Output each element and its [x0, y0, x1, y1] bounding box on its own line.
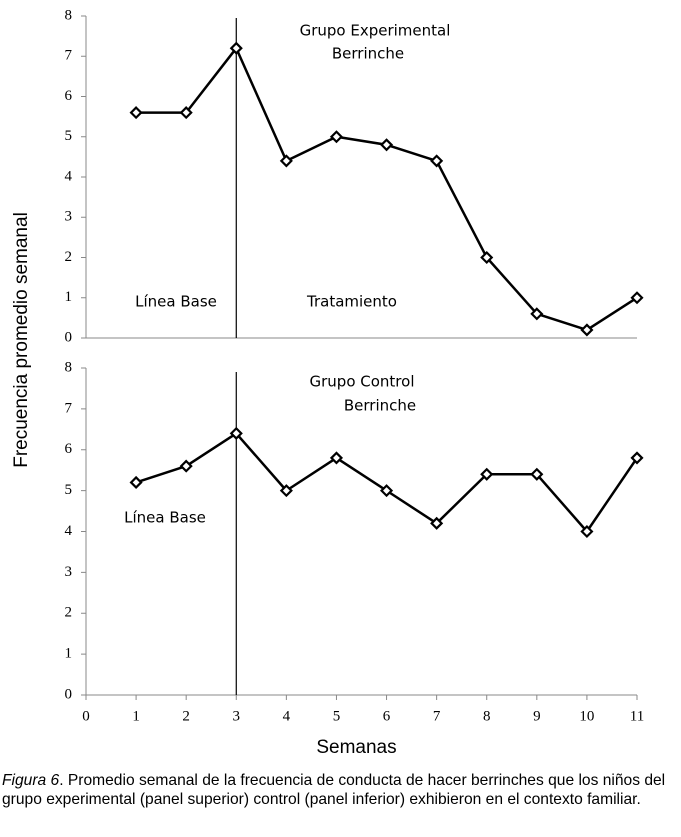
y-axis-label: Frecuencia promedio semanal [11, 212, 32, 468]
y-tick-label: 5 [65, 128, 73, 144]
data-marker [580, 524, 594, 539]
data-marker [630, 451, 644, 465]
x-tick-label: 6 [383, 708, 391, 724]
data-marker [430, 154, 444, 168]
y-tick-label: 7 [65, 400, 73, 416]
annotation: Línea Base [135, 293, 217, 311]
data-marker [329, 451, 344, 465]
data-marker [129, 475, 143, 490]
y-tick-label: 6 [65, 88, 73, 104]
x-tick-label: 5 [333, 708, 341, 724]
y-tick-label: 4 [65, 523, 73, 539]
y-tick-label: 3 [65, 564, 73, 580]
data-marker [379, 484, 394, 498]
y-tick-label: 1 [65, 646, 73, 662]
x-tick-label: 4 [283, 708, 291, 724]
caption-text: . Promedio semanal de la frecuencia de c… [2, 772, 666, 808]
data-marker [229, 41, 243, 55]
y-tick-label: 4 [65, 168, 73, 184]
y-tick-label: 2 [65, 249, 73, 265]
y-tick-label: 0 [65, 329, 73, 345]
data-marker [630, 291, 644, 305]
x-tick-label: 3 [233, 708, 241, 724]
y-tick-label: 6 [65, 441, 73, 457]
y-tick-label: 8 [65, 359, 73, 375]
x-tick-label: 1 [132, 708, 140, 724]
data-marker [530, 307, 544, 321]
annotation: Berrinche [332, 45, 404, 63]
data-marker [279, 154, 293, 168]
x-tick-label: 8 [483, 708, 491, 724]
data-marker [480, 467, 494, 481]
caption-label: Figura 6 [2, 772, 60, 789]
y-tick-label: 5 [65, 482, 73, 498]
x-tick-label: 0 [82, 708, 90, 724]
annotation: Tratamiento [306, 293, 397, 311]
x-axis-label: Semanas [316, 737, 396, 758]
data-marker [530, 467, 544, 481]
data-marker [580, 323, 594, 337]
y-tick-label: 7 [65, 48, 73, 64]
data-line [136, 46, 638, 332]
y-tick-label: 0 [65, 686, 73, 702]
annotation: Berrinche [344, 397, 416, 415]
annotation: Grupo Experimental [300, 22, 451, 40]
data-marker [179, 106, 193, 120]
data-marker [379, 138, 394, 152]
y-tick-label: 8 [65, 7, 73, 23]
x-tick-label: 2 [182, 708, 190, 724]
x-tick-label: 10 [579, 708, 594, 724]
x-tick-label: 7 [433, 708, 441, 724]
annotation: Grupo Control [310, 373, 415, 391]
y-tick-label: 3 [65, 209, 73, 225]
data-marker [430, 516, 444, 530]
data-marker [129, 106, 143, 120]
data-marker [480, 250, 494, 265]
x-tick-label: 9 [533, 708, 541, 724]
chart: Frecuencia promedio semanal 0 1 2 3 4 5 6 7 8 Gru… [11, 7, 644, 758]
x-tick-label: 11 [630, 708, 644, 724]
data-line [135, 432, 639, 533]
data-marker [229, 426, 243, 440]
y-tick-label: 2 [65, 605, 73, 621]
annotation: Línea Base [124, 509, 206, 527]
caption: Figura 6. Promedio semanal de la frecuen… [2, 771, 680, 809]
data-marker [279, 484, 293, 498]
y-tick-label: 1 [65, 289, 73, 305]
data-marker [179, 459, 193, 473]
data-marker [329, 130, 344, 144]
